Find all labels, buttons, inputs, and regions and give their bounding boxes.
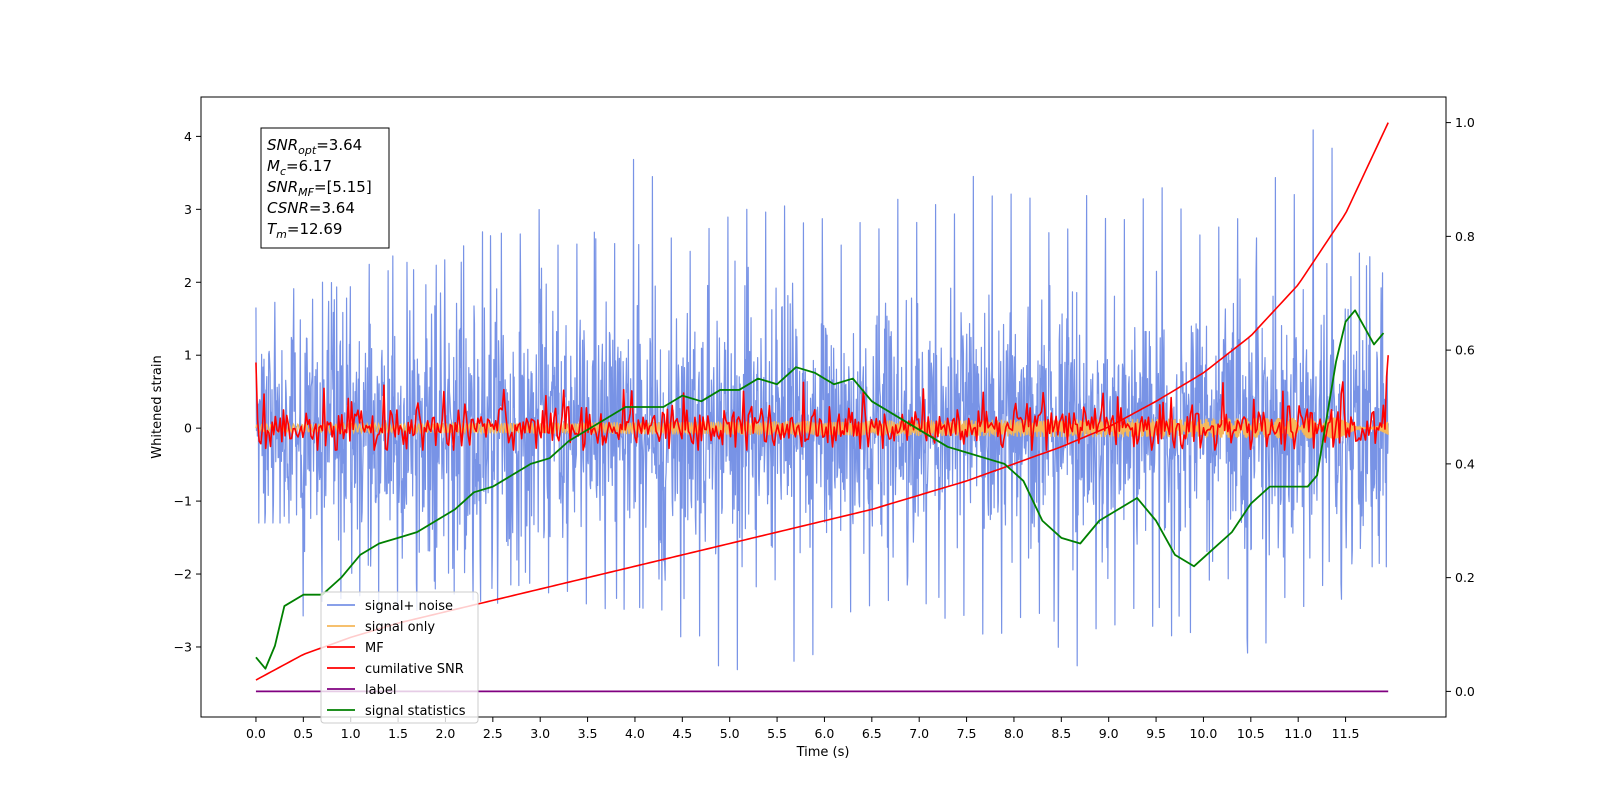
x-tick-label: 4.0: [625, 726, 645, 741]
y-tick-label: 1: [184, 348, 192, 363]
x-tick-label: 9.5: [1146, 726, 1166, 741]
y-tick-label: −3: [174, 639, 192, 654]
legend-label: signal only: [365, 620, 435, 635]
y-tick-label: 4: [184, 129, 192, 144]
legend-label: signal statistics: [365, 704, 466, 719]
y2-tick-label: 1.0: [1455, 115, 1475, 130]
x-tick-label: 11.5: [1332, 726, 1360, 741]
y2-tick-label: 0.8: [1455, 229, 1475, 244]
x-tick-label: 0.5: [293, 726, 313, 741]
y2-tick-label: 0.0: [1455, 684, 1475, 699]
legend: signal+ noise signal only MF cumilative SNR…: [320, 591, 479, 724]
annotation-line: Mc=6.17: [267, 157, 332, 178]
y-tick-label: −2: [174, 567, 192, 582]
y2-tick-label: 0.6: [1455, 343, 1475, 358]
x-tick-label: 3.5: [578, 726, 598, 741]
series-line-mf: [255, 355, 1389, 451]
x-tick-label: 7.5: [957, 726, 977, 741]
x-tick-label: 6.0: [815, 726, 835, 741]
y-tick-label: −1: [174, 494, 192, 509]
x-tick-label: 1.5: [388, 726, 408, 741]
x-tick-label: 0.0: [246, 726, 266, 741]
x-tick-label: 3.0: [530, 726, 550, 741]
x-tick-label: 2.0: [436, 726, 456, 741]
x-tick-label: 8.0: [1004, 726, 1024, 741]
annotation-frame: [260, 127, 390, 249]
plot-frame: [200, 96, 1447, 718]
y-tick-label: 3: [184, 202, 192, 217]
x-tick-label: 1.0: [341, 726, 361, 741]
x-axis: 0.0 0.5 1.0 1.5 2.0 2.5 3.0 3.5 4.0 4.5 5.0 5.5 6.0 6…: [246, 717, 1359, 741]
x-tick-label: 5.5: [767, 726, 787, 741]
series-line-signal-noise: [255, 129, 1389, 671]
x-axis-label: Time (s): [796, 745, 850, 760]
x-tick-label: 7.0: [909, 726, 929, 741]
x-tick-label: 10.5: [1237, 726, 1265, 741]
x-tick-label: 8.5: [1051, 726, 1071, 741]
legend-frame: [320, 591, 479, 724]
legend-label: signal+ noise: [365, 599, 453, 614]
y-tick-label: 0: [184, 421, 192, 436]
legend-label: label: [365, 683, 396, 698]
annotation-line: SNRMF=[5.15]: [267, 178, 372, 199]
y-axis-right: 0.0 0.2 0.4 0.6 0.8 1.0: [1446, 115, 1475, 699]
annotation-line: Tm=12.69: [267, 220, 342, 241]
legend-label: MF: [365, 641, 384, 656]
series-line-signal-statistics: [255, 309, 1385, 670]
x-tick-label: 4.5: [672, 726, 692, 741]
x-tick-label: 10.0: [1190, 726, 1218, 741]
x-tick-label: 9.0: [1099, 726, 1119, 741]
y-tick-label: 2: [184, 275, 192, 290]
x-tick-label: 6.5: [862, 726, 882, 741]
annotation-line: CSNR=3.64: [267, 199, 355, 217]
y2-tick-label: 0.2: [1455, 570, 1475, 585]
y-axis-left: −3 −2 −1 0 1 2 3 4: [174, 129, 201, 654]
x-tick-label: 11.0: [1284, 726, 1312, 741]
y-axis-label: Whitened strain: [150, 355, 165, 458]
annotation-line: SNRopt=3.64: [267, 136, 362, 157]
x-tick-label: 2.5: [483, 726, 503, 741]
y2-tick-label: 0.4: [1455, 456, 1475, 471]
x-tick-label: 5.0: [720, 726, 740, 741]
legend-label: cumilative SNR: [365, 662, 464, 677]
